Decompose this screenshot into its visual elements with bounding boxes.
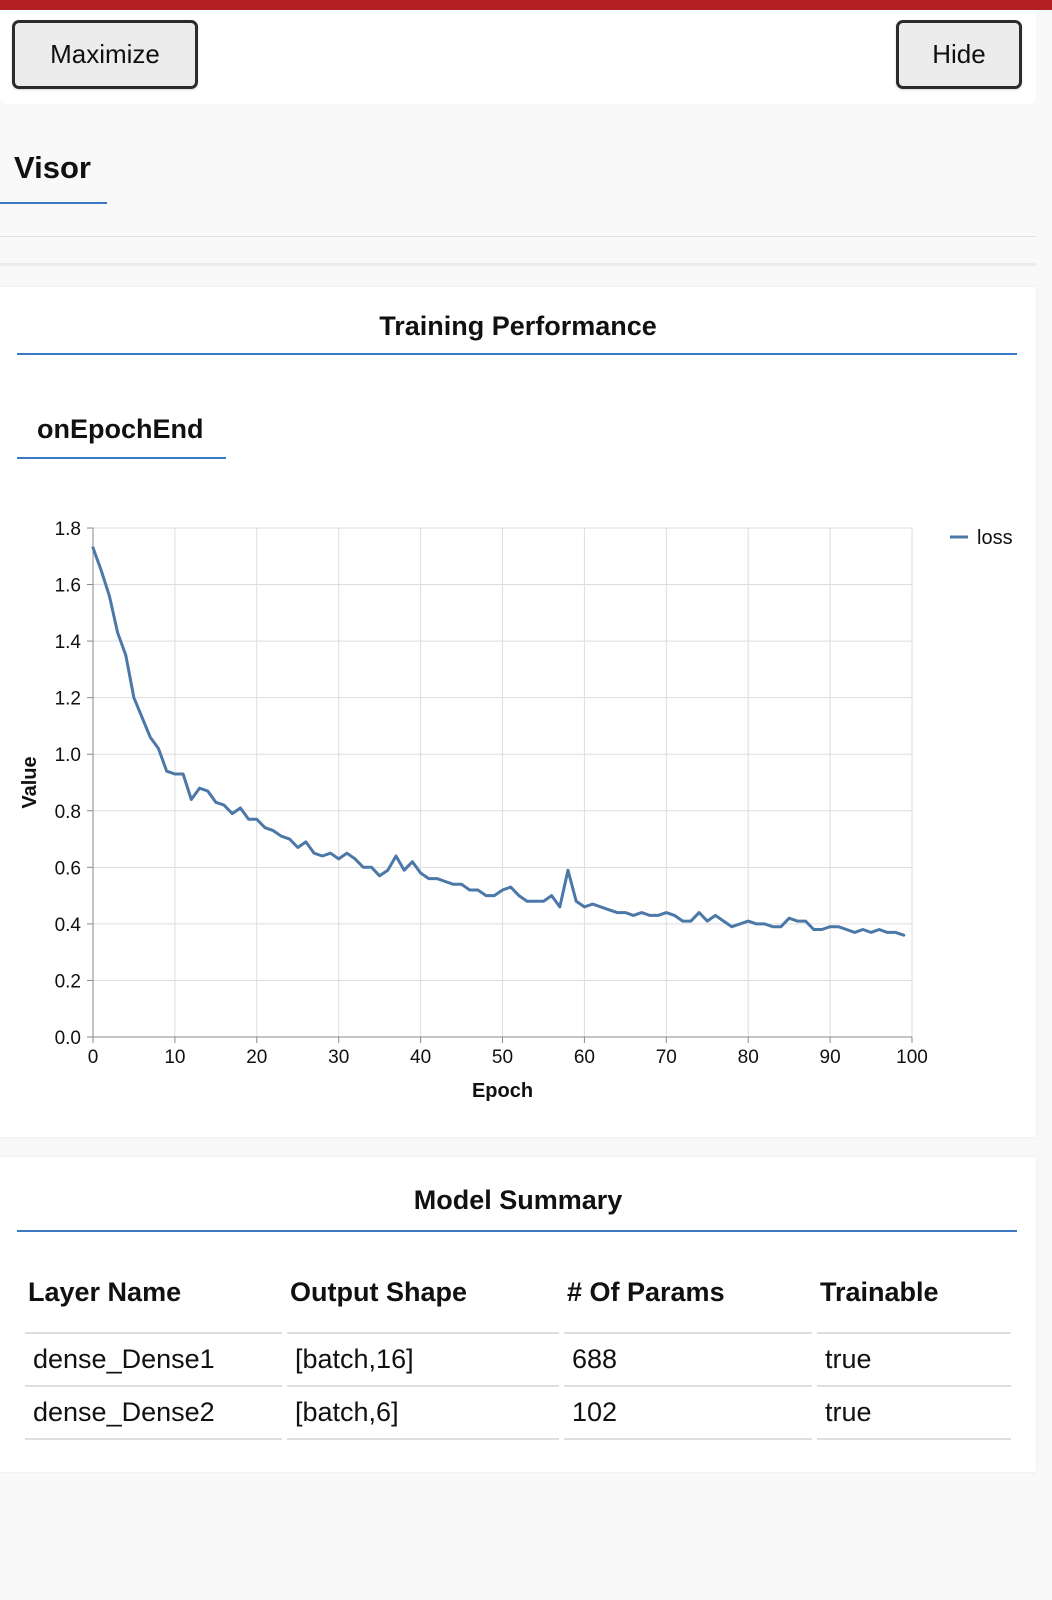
y-tick-label: 1.0 <box>55 745 81 766</box>
table-cell: dense_Dense1 <box>25 1334 282 1387</box>
table-row: dense_Dense2 [batch,6] 102 true <box>25 1387 1011 1440</box>
table-cell: 102 <box>564 1387 812 1440</box>
y-tick-label: 0.6 <box>55 858 81 879</box>
y-tick-label: 0.2 <box>55 971 81 992</box>
table-cell: true <box>817 1387 1011 1440</box>
surface-title-underline <box>17 1230 1017 1232</box>
table-row: dense_Dense1 [batch,16] 688 true <box>25 1334 1011 1387</box>
series-line-loss <box>91 546 906 937</box>
x-tick-label: 30 <box>328 1047 349 1068</box>
x-tick-label: 70 <box>656 1047 677 1068</box>
table-cell: true <box>817 1334 1011 1387</box>
visor-tab-indicator <box>0 202 107 204</box>
model-summary-table: Layer Name Output Shape # Of Params Trai… <box>20 1252 1016 1440</box>
chart-grid <box>92 527 913 1038</box>
y-tick-label: 0.4 <box>55 915 82 936</box>
loss-chart: 0 10 20 30 40 50 60 70 80 90 100 0.0 0.2 0.4 0.6 0.8 1.0… <box>19 519 1013 1102</box>
column-header: Trainable <box>817 1252 1011 1334</box>
y-tick-label: 0.8 <box>55 802 81 823</box>
x-tick-label: 90 <box>820 1047 841 1068</box>
tab-indicator <box>17 457 226 459</box>
table-header-row: Layer Name Output Shape # Of Params Trai… <box>25 1252 1011 1334</box>
divider <box>0 263 1036 266</box>
column-header: Layer Name <box>25 1252 282 1334</box>
divider <box>0 236 1036 237</box>
surface-title-underline <box>17 353 1017 355</box>
hide-button[interactable]: Hide <box>896 20 1022 89</box>
y-axis-title: Value <box>19 756 41 808</box>
table-cell: [batch,16] <box>287 1334 559 1387</box>
chart-axes: 0 10 20 30 40 50 60 70 80 90 100 0.0 0.2 0.4 0.6 0.8 1.0… <box>19 519 928 1102</box>
table-cell: [batch,6] <box>287 1387 559 1440</box>
x-tick-label: 0 <box>88 1047 99 1068</box>
column-header: # Of Params <box>564 1252 812 1334</box>
y-tick-label: 1.4 <box>55 632 82 653</box>
visor-tab[interactable]: Visor <box>14 150 91 185</box>
surface-title: Training Performance <box>379 311 657 341</box>
table-cell: 688 <box>564 1334 812 1387</box>
model-summary-surface: Model Summary Layer Name Output Shape # … <box>0 1157 1036 1472</box>
tab-onepochend[interactable]: onEpochEnd <box>37 414 204 444</box>
legend-label: loss <box>977 527 1013 549</box>
maximize-button[interactable]: Maximize <box>12 20 198 89</box>
x-axis-title: Epoch <box>472 1080 533 1102</box>
top-accent-bar <box>0 0 1052 10</box>
x-tick-label: 20 <box>246 1047 267 1068</box>
x-tick-label: 10 <box>164 1047 185 1068</box>
chart-legend: loss <box>950 527 1013 549</box>
x-tick-label: 100 <box>896 1047 928 1068</box>
training-performance-surface: Training Performance onEpochEnd 0 10 20 30 4… <box>0 287 1036 1137</box>
x-tick-label: 40 <box>410 1047 431 1068</box>
x-tick-label: 50 <box>492 1047 513 1068</box>
y-tick-label: 0.0 <box>55 1028 81 1049</box>
chart-series <box>91 546 906 937</box>
x-tick-label: 80 <box>738 1047 759 1068</box>
visor-controls: Maximize Hide <box>0 10 1036 104</box>
y-tick-label: 1.6 <box>55 576 81 597</box>
surface-title: Model Summary <box>413 1185 623 1215</box>
column-header: Output Shape <box>287 1252 559 1334</box>
y-tick-label: 1.2 <box>55 689 81 710</box>
x-tick-label: 60 <box>574 1047 595 1068</box>
y-tick-label: 1.8 <box>55 519 81 540</box>
table-cell: dense_Dense2 <box>25 1387 282 1440</box>
